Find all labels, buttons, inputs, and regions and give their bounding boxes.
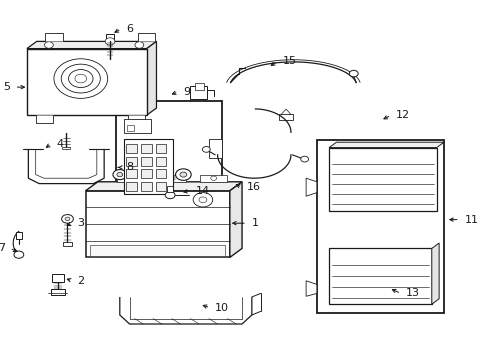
Text: 8: 8 [126,162,133,172]
Bar [278,114,293,120]
Polygon shape [305,281,316,296]
Bar [200,175,227,182]
Polygon shape [128,115,145,123]
Circle shape [169,176,175,180]
Text: 15: 15 [282,56,296,66]
Circle shape [210,176,216,180]
Circle shape [65,217,70,221]
Circle shape [165,192,175,199]
Bar [141,169,151,178]
Bar [126,169,137,178]
Bar [126,182,137,191]
Bar [155,144,166,153]
Bar [126,144,137,153]
Bar [141,182,151,191]
Circle shape [135,42,143,48]
Bar [62,242,72,246]
Polygon shape [305,178,316,196]
Text: 14: 14 [195,186,209,196]
Polygon shape [281,109,290,114]
Circle shape [68,69,93,87]
Bar [16,232,22,239]
Text: 16: 16 [246,182,261,192]
Polygon shape [85,182,242,191]
Bar [159,175,185,182]
Polygon shape [27,41,156,49]
Text: 1: 1 [251,218,258,228]
Text: 6: 6 [126,24,133,34]
Polygon shape [328,142,443,148]
Bar [209,139,221,158]
Bar [141,157,151,166]
Bar [116,101,221,211]
Text: 7: 7 [0,243,5,253]
Polygon shape [146,41,156,115]
Bar [194,83,204,90]
Circle shape [117,172,122,177]
Text: 9: 9 [183,87,190,97]
Circle shape [61,64,100,93]
Bar [52,274,63,282]
Text: 10: 10 [215,303,229,313]
Circle shape [175,169,191,180]
Bar [155,182,166,191]
Circle shape [348,70,357,77]
Bar [90,245,224,256]
Circle shape [105,38,115,45]
Bar [189,86,206,99]
Bar [155,169,166,178]
Bar [123,119,150,133]
Bar [127,125,134,131]
Text: 2: 2 [77,276,84,286]
Circle shape [75,74,86,83]
Circle shape [180,172,186,177]
Circle shape [14,251,24,258]
Circle shape [199,197,206,203]
Text: 12: 12 [395,110,409,120]
Circle shape [61,215,73,223]
Bar [117,175,144,182]
Bar [123,139,172,194]
Bar [51,289,64,295]
Circle shape [300,156,308,162]
Polygon shape [120,297,251,324]
Text: 3: 3 [77,218,84,228]
Bar [155,157,166,166]
Polygon shape [45,33,62,41]
Text: 11: 11 [464,215,478,225]
Bar [328,148,436,211]
Circle shape [113,170,126,180]
Bar [316,140,443,313]
Circle shape [54,59,107,98]
Bar [328,248,431,304]
Circle shape [202,147,210,152]
Text: 5: 5 [3,82,10,92]
Circle shape [127,176,133,180]
Bar [167,186,173,192]
Bar [141,144,151,153]
Polygon shape [36,115,53,123]
Bar [126,157,137,166]
Bar [27,49,146,115]
Bar [62,147,70,149]
Polygon shape [138,33,155,41]
Circle shape [44,42,53,48]
Circle shape [193,193,212,207]
Bar [85,191,229,257]
Text: 13: 13 [405,288,419,298]
Text: 4: 4 [56,139,63,149]
Bar [106,34,114,41]
Polygon shape [431,243,438,304]
Polygon shape [229,182,242,257]
